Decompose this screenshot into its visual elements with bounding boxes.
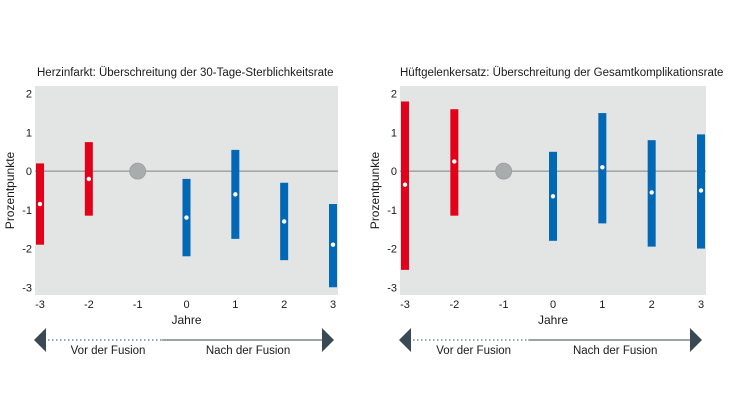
x-tick-label: -3 (35, 299, 45, 311)
y-tick-label: 2 (391, 89, 397, 101)
y-tick-label: 1 (26, 127, 32, 139)
y-tick-label: 1 (391, 127, 397, 139)
y-axis-label: Prozentpunkte (3, 151, 17, 229)
arrow-left-head (34, 328, 46, 352)
arrow-right-head (322, 328, 334, 352)
chart-title: Herzinfarkt: Überschreitung der 30-Tage-… (37, 67, 334, 79)
y-tick-label: 0 (26, 166, 32, 178)
x-tick-label: 3 (698, 299, 704, 311)
y-tick-label: -3 (22, 282, 32, 294)
y-axis-label: Prozentpunkte (368, 151, 382, 229)
y-tick-label: -2 (387, 244, 397, 256)
x-axis-label: Jahre (171, 313, 201, 327)
x-tick-label: -1 (133, 299, 143, 311)
y-tick-label: -1 (387, 205, 397, 217)
before-period-label: Vor der Fusion (436, 345, 511, 357)
y-tick-label: -3 (387, 282, 397, 294)
x-tick-label: -3 (400, 299, 410, 311)
y-tick-label: -2 (22, 244, 32, 256)
point-estimate (698, 188, 704, 193)
x-tick-label: 3 (330, 299, 336, 311)
point-estimate (402, 182, 408, 187)
x-tick-label: 2 (649, 299, 655, 311)
point-estimate (550, 194, 556, 199)
point-estimate (86, 176, 92, 182)
point-estimate (37, 201, 43, 207)
x-tick-label: -1 (499, 299, 509, 311)
chart-panel-2: Hüftgelenkersatz: Überschreitung der Ges… (368, 67, 723, 357)
after-period-label: Nach der Fusion (573, 345, 657, 357)
x-tick-label: 1 (232, 299, 238, 311)
after-period-label: Nach der Fusion (206, 345, 290, 357)
x-tick-label: 2 (281, 299, 287, 311)
point-estimate (330, 242, 336, 247)
y-tick-label: 0 (391, 166, 397, 178)
before-period-label: Vor der Fusion (71, 345, 146, 357)
point-estimate (281, 219, 287, 224)
reference-marker (495, 162, 513, 180)
point-estimate (184, 215, 189, 220)
point-estimate (233, 192, 238, 197)
chart-title: Hüftgelenkersatz: Überschreitung der Ges… (400, 67, 723, 79)
point-estimate (600, 165, 605, 170)
arrow-right-head (690, 328, 702, 352)
reference-marker (129, 162, 147, 180)
y-tick-label: 2 (26, 89, 32, 101)
point-estimate (649, 190, 654, 195)
y-tick-label: -1 (22, 205, 32, 217)
chart-panel-1: Herzinfarkt: Überschreitung der 30-Tage-… (3, 67, 338, 357)
x-tick-label: -2 (84, 299, 94, 311)
x-axis-label: Jahre (538, 313, 568, 327)
arrow-left-head (399, 328, 411, 352)
x-tick-label: 1 (599, 299, 605, 311)
x-tick-label: -2 (449, 299, 459, 311)
x-tick-label: 0 (183, 299, 189, 311)
point-estimate (452, 159, 457, 164)
x-tick-label: 0 (550, 299, 556, 311)
